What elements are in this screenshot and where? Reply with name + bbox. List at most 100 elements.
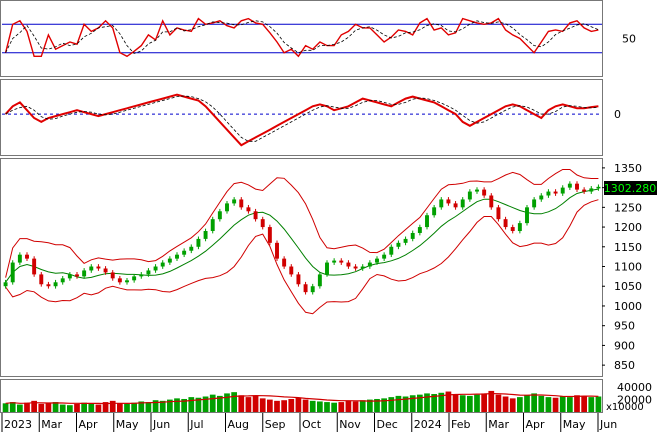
osc-signal-line (5, 95, 599, 142)
volume-bar (109, 400, 116, 412)
volume-bar (459, 395, 466, 412)
volume-bar (517, 397, 523, 412)
candle-body (82, 270, 87, 277)
candle-body (553, 191, 558, 194)
candle-body (260, 219, 265, 228)
candle-body (496, 207, 501, 220)
candle-body (175, 254, 179, 259)
candle-body (560, 187, 565, 194)
rsi-tick-label: 50 (622, 33, 636, 46)
x-tick-label: Sep (265, 418, 286, 431)
volume-bar (145, 402, 152, 412)
x-tick-label: May (116, 418, 139, 431)
volume-bar (38, 403, 45, 412)
x-tick-label: Feb (451, 418, 470, 431)
volume-bar (409, 395, 416, 412)
price-tick-label: 900 (614, 339, 635, 352)
candle-body (310, 286, 315, 293)
volume-tick-label: 40000 (617, 381, 652, 394)
volume-bar (367, 399, 373, 412)
candle-body (482, 189, 487, 196)
upper-band (5, 169, 599, 278)
last-price-badge-text: 1302.280 (604, 182, 657, 195)
candle-body (89, 266, 94, 271)
candle-body (503, 219, 508, 228)
candle-body (196, 238, 201, 247)
candle-body (517, 223, 522, 232)
volume-bar (431, 394, 437, 412)
price-tick-label: 1000 (614, 300, 642, 313)
price-panel-frame (0, 158, 603, 377)
volume-bar (345, 400, 352, 412)
volume-bar (395, 395, 402, 412)
volume-bar (159, 400, 166, 412)
candle-body (246, 207, 251, 212)
osc-plot (4, 93, 599, 147)
volume-bar (217, 395, 223, 412)
volume-bar (381, 398, 387, 412)
volume-bar (202, 396, 209, 412)
candle-body (146, 270, 151, 275)
volume-bar (195, 397, 202, 412)
volume-bar (302, 399, 309, 412)
volume-bar (281, 400, 287, 412)
volume-bar (102, 402, 109, 412)
volume-bar (267, 399, 273, 412)
volume-bar (24, 402, 30, 412)
candle-body (25, 254, 29, 259)
candle-body (132, 276, 137, 281)
price-tick-label: 1050 (614, 280, 642, 293)
volume-bar (467, 395, 473, 412)
candle-body (360, 266, 365, 269)
rsi-guides (2, 23, 602, 54)
candle-body (125, 280, 129, 283)
volume-bar (317, 401, 323, 412)
candle-body (267, 227, 272, 243)
volume-bar (474, 394, 480, 412)
osc-tick-label: 0 (614, 108, 621, 121)
rsi-plot (4, 17, 599, 58)
candle-body (353, 266, 358, 269)
volume-bar (424, 393, 430, 412)
candle-body (110, 272, 115, 279)
candle-body (567, 183, 572, 188)
candle-body (389, 246, 394, 255)
x-tick-label: Apr (79, 418, 99, 431)
volume-bar (274, 400, 280, 412)
candle-body (60, 278, 65, 283)
candle-body (39, 274, 44, 285)
candle-body (189, 246, 194, 251)
candle-body (10, 262, 15, 283)
candle-body (253, 211, 258, 220)
candle-body (346, 262, 351, 267)
x-tick-label: Jul (189, 418, 203, 431)
candle-body (325, 262, 329, 275)
volume-bar (174, 398, 180, 412)
volume-bar (331, 402, 337, 412)
candle-body (117, 278, 122, 283)
volume-bar (252, 395, 259, 412)
candle-body (139, 274, 144, 277)
last-price-badge-bg (604, 181, 657, 195)
volume-bar (245, 397, 252, 412)
x-axis: 2023 Mar Apr May Jun Jul Aug Sep Oct Nov Dec 2024 Fe… (1, 413, 617, 432)
volume-bar (324, 402, 330, 412)
last-price-badge: 1302.280 (604, 181, 657, 195)
candle-body (96, 266, 101, 269)
candle-body (596, 186, 601, 189)
candle-body (160, 262, 165, 267)
volume-bar (595, 396, 602, 412)
price-tick-label: 1200 (614, 221, 642, 234)
candle-body (403, 238, 408, 243)
candle-body (332, 260, 337, 263)
volume-bar (59, 404, 66, 412)
candle-body (153, 266, 158, 271)
volume-bar (131, 402, 137, 412)
candle-body (467, 191, 472, 200)
volume-bar (295, 397, 302, 412)
volume-bar (67, 405, 73, 412)
volume-bar (224, 393, 230, 412)
moving-average (5, 188, 599, 283)
candle-body (103, 268, 108, 273)
